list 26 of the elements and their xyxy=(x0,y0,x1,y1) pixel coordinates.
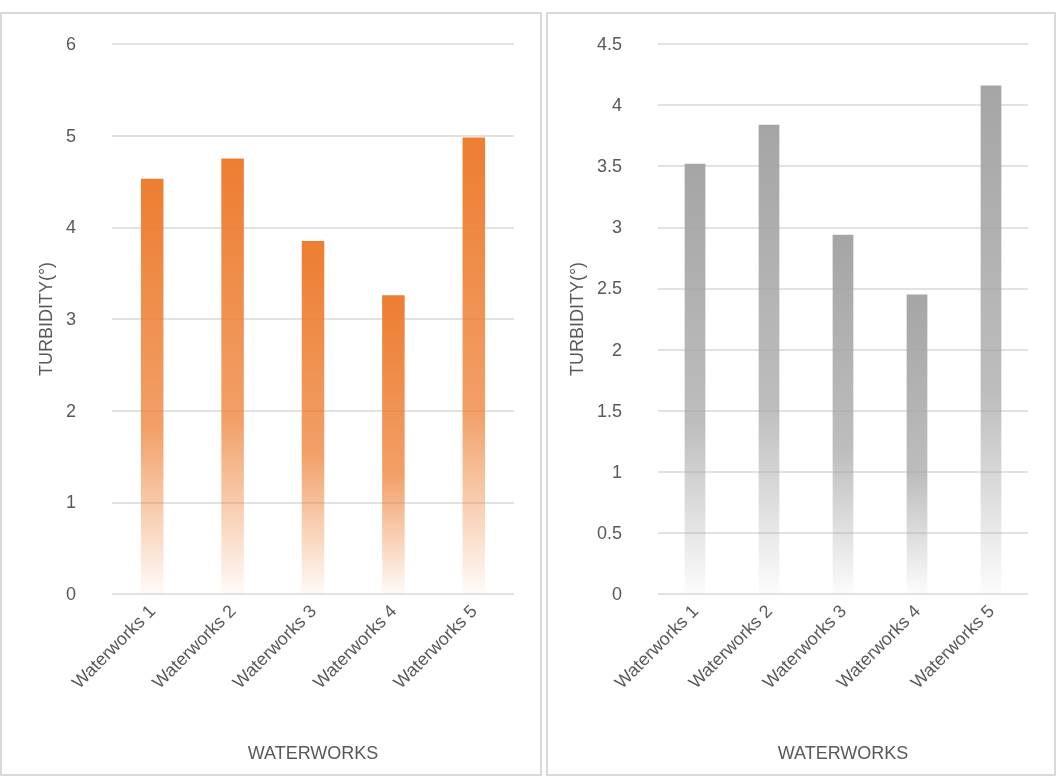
y-tick-label: 3.5 xyxy=(596,156,622,177)
y-tick-label: 6 xyxy=(65,34,76,54)
y-tick-label: 2.5 xyxy=(596,278,622,299)
y-axis-title: TURBIDITY(°) xyxy=(36,261,57,377)
y-tick-label: 0.5 xyxy=(596,522,622,543)
y-tick-label: 1 xyxy=(65,492,76,513)
x-axis-title: WATERWORKS xyxy=(247,743,379,763)
bar xyxy=(382,295,405,594)
x-axis-title: WATERWORKS xyxy=(777,743,909,763)
y-tick-label: 0 xyxy=(611,584,622,604)
bar xyxy=(301,241,325,594)
y-tick-label: 5 xyxy=(65,125,76,146)
y-tick-label: 1.5 xyxy=(596,400,622,421)
y-tick-label: 3 xyxy=(611,217,622,238)
y-tick-label: 2 xyxy=(65,400,76,421)
y-tick-label: 3 xyxy=(65,309,76,329)
bar xyxy=(462,137,486,594)
y-tick-label: 0 xyxy=(65,584,76,604)
y-tick-label: 1 xyxy=(611,461,622,482)
y-tick-label: 2 xyxy=(611,339,622,360)
y-tick-label: 4 xyxy=(611,95,622,116)
y-tick-label: 4 xyxy=(65,217,76,238)
bar xyxy=(221,158,244,594)
y-axis-title: TURBIDITY(°) xyxy=(567,261,588,377)
y-tick-label: 4.5 xyxy=(596,34,622,54)
bar xyxy=(140,178,164,594)
